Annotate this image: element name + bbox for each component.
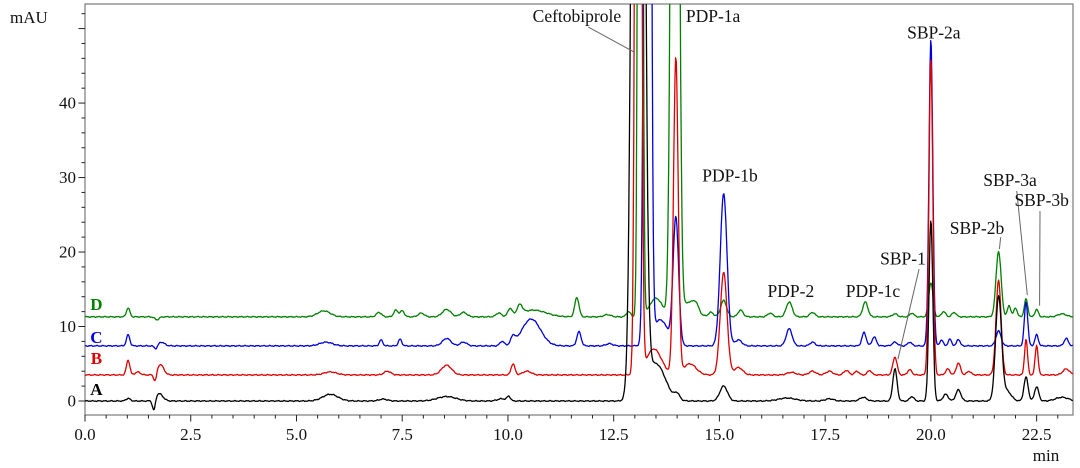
y-axis-tick-label: 30 [59,168,76,187]
x-axis-tick-label: 22.5 [1022,425,1052,444]
y-axis-unit-label: mAU [10,8,48,27]
trace-label-C: C [90,328,102,347]
peak-label-pdp-2: PDP-2 [768,281,815,301]
x-axis-unit-label: min [1033,446,1060,465]
trace-B-line [85,4,1073,382]
y-axis-tick-label: 40 [59,94,76,113]
peak-label-pdp-1b: PDP-1b [702,165,758,185]
peak-label-sbp-2b: SBP-2b [950,218,1005,238]
peak-label-sbp-3a: SBP-3a [983,170,1037,190]
x-axis-tick-label: 0.0 [74,425,95,444]
peak-leader-sbp-3a [1016,190,1028,296]
x-axis-tick-label: 12.5 [599,425,629,444]
trace-D-line [85,4,1073,321]
trace-C-line [85,4,1073,350]
traces-group [85,4,1073,411]
peak-leader-sbp-2b [998,237,1002,250]
x-axis-tick-label: 5.0 [286,425,307,444]
peak-label-pdp-1c: PDP-1c [846,281,901,301]
peak-leader-sbp-1 [897,269,920,360]
y-axis-tick-label: 20 [59,243,76,262]
peak-label-pdp-1a: PDP-1a [686,6,741,26]
peak-label-sbp-3b: SBP-3b [1014,190,1069,210]
peak-label-sbp-1: SBP-1 [880,249,926,269]
x-axis-tick-label: 2.5 [180,425,201,444]
trace-label-B: B [91,349,102,368]
trace-label-D: D [90,295,102,314]
x-axis-tick-label: 20.0 [916,425,946,444]
peak-label-sbp-2a: SBP-2a [907,22,961,42]
x-axis-tick-label: 17.5 [810,425,840,444]
x-axis-tick-label: 15.0 [705,425,735,444]
axis-ticks [78,13,1059,422]
x-axis-tick-label: 10.0 [493,425,523,444]
x-axis-tick-label: 7.5 [392,425,413,444]
y-axis-tick-label: 0 [68,391,77,410]
peak-label-ceftobiprole: Ceftobiprole [533,6,622,26]
plot-frame [84,3,1074,416]
trace-label-A: A [90,380,103,399]
trace-A-line [85,4,1073,411]
peak-leader-ceftobiprole [588,26,636,53]
y-axis-tick-label: 10 [59,317,76,336]
